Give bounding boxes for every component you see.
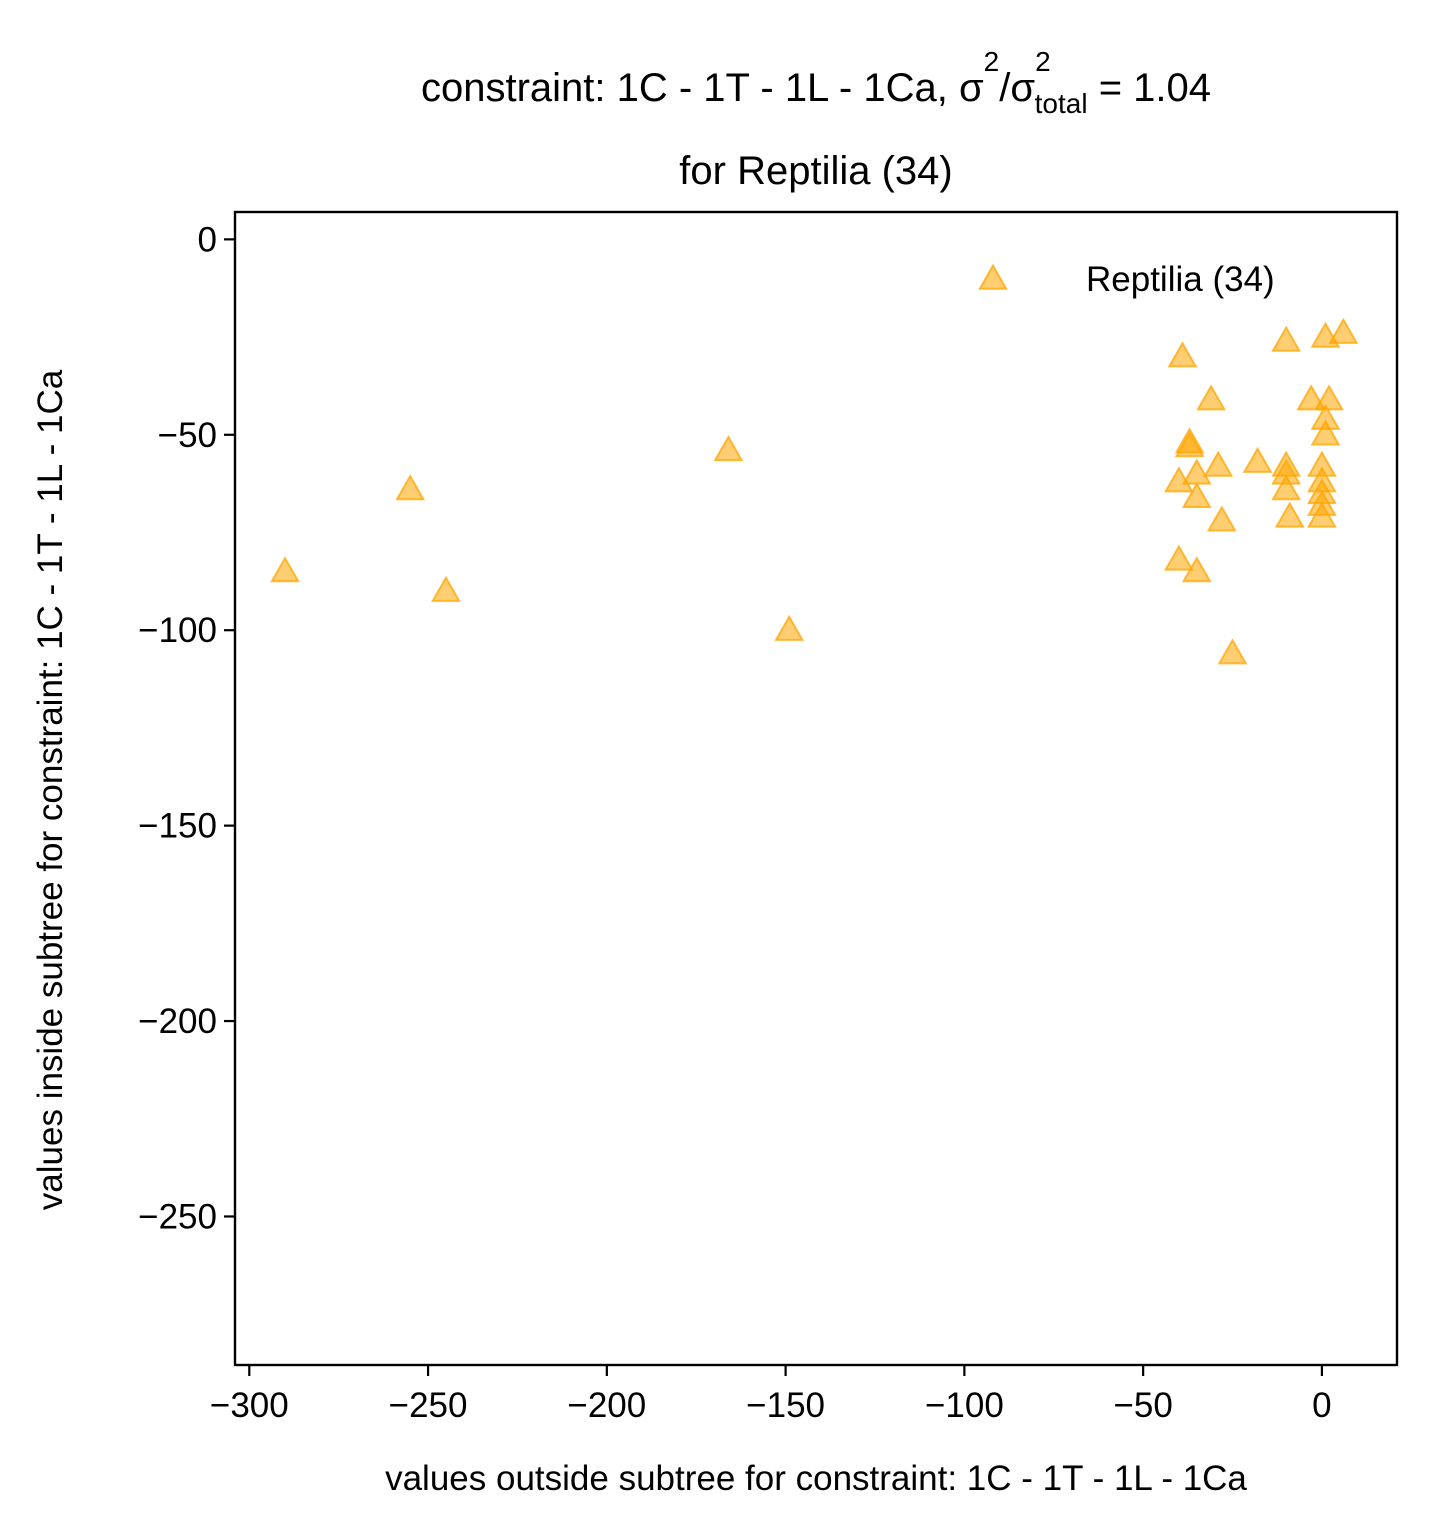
data-point — [1163, 544, 1194, 571]
x-ticks: −300 −250 −200 −150 −100 −50 0 — [210, 1365, 1332, 1425]
y-axis-label: values inside subtree for constraint: 1C… — [31, 369, 70, 1210]
y-tick-label: −150 — [138, 807, 217, 846]
data-point — [1328, 317, 1359, 344]
x-tick-label: −300 — [210, 1386, 289, 1425]
x-tick-label: −250 — [389, 1386, 468, 1425]
data-point — [1181, 481, 1212, 509]
data-point — [1271, 325, 1302, 352]
x-axis-label: values outside subtree for constraint: 1… — [385, 1459, 1247, 1498]
x-tick-label: −50 — [1113, 1386, 1172, 1425]
data-point — [1296, 384, 1327, 411]
data-point — [1271, 474, 1302, 501]
legend-label: Reptilia (34) — [1086, 260, 1275, 299]
y-tick-label: 0 — [198, 220, 217, 259]
data-point — [1206, 505, 1237, 532]
data-point — [431, 575, 461, 602]
data-point — [1242, 446, 1273, 473]
data-point — [270, 556, 300, 583]
data-point — [1203, 450, 1234, 477]
x-tick-label: 0 — [1312, 1386, 1331, 1425]
x-tick-label: −100 — [925, 1386, 1004, 1425]
y-ticks: 0 −50 −100 −150 −200 −250 — [138, 220, 235, 1236]
data-point — [1310, 419, 1341, 446]
data-point — [1314, 384, 1344, 411]
x-tick-label: −200 — [567, 1386, 646, 1425]
y-tick-label: −250 — [138, 1197, 217, 1236]
chart-title-line2: for Reptilia (34) — [679, 149, 952, 193]
legend: Reptilia (34) — [978, 260, 1275, 299]
x-tick-label: −150 — [746, 1386, 825, 1425]
y-tick-label: −50 — [158, 416, 217, 455]
data-point — [1181, 556, 1212, 583]
data-point — [1217, 638, 1248, 665]
data-point — [1174, 431, 1205, 458]
y-tick-label: −100 — [138, 611, 217, 650]
data-point — [1196, 384, 1227, 411]
data-point — [774, 614, 805, 641]
data-point — [1274, 501, 1305, 528]
data-point — [1310, 403, 1341, 430]
data-point — [1306, 501, 1337, 528]
data-points — [270, 317, 1359, 665]
y-tick-label: −200 — [138, 1002, 217, 1041]
data-point — [1167, 341, 1198, 368]
data-point — [395, 474, 426, 501]
data-point — [713, 435, 744, 462]
plot-frame — [233, 210, 1399, 1367]
legend-marker — [978, 263, 1008, 290]
chart-title-line1: constraint: 1C - 1T - 1L - 1Ca, σ2/σ2 tot… — [421, 46, 1211, 119]
